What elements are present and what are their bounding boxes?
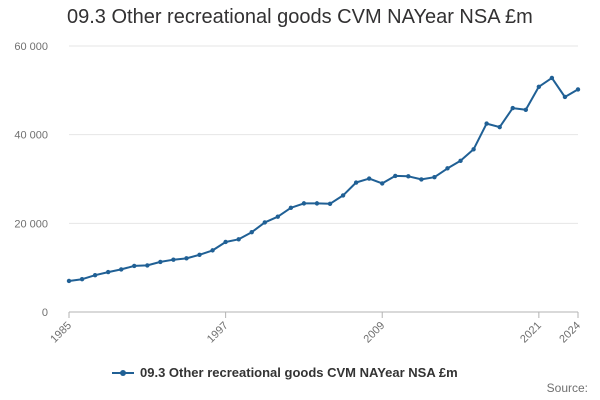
x-tick-label: 1985 bbox=[48, 320, 74, 346]
source-label: Source: bbox=[546, 381, 588, 395]
data-point bbox=[119, 267, 124, 272]
data-point bbox=[536, 84, 542, 89]
x-tick-label: 2024 bbox=[557, 320, 583, 346]
data-point bbox=[327, 201, 333, 207]
data-point bbox=[549, 75, 555, 81]
data-point bbox=[353, 180, 359, 185]
data-point bbox=[105, 269, 111, 275]
data-point bbox=[575, 87, 581, 92]
data-point bbox=[406, 174, 411, 179]
data-point bbox=[79, 276, 85, 282]
legend[interactable]: 09.3 Other recreational goods CVM NAYear… bbox=[112, 365, 458, 380]
data-point bbox=[497, 124, 502, 130]
data-point bbox=[184, 256, 189, 261]
data-point bbox=[432, 175, 437, 180]
y-tick-label: 60 000 bbox=[14, 41, 48, 53]
data-point bbox=[445, 166, 450, 171]
grid-lines bbox=[69, 45, 578, 224]
series-line-path bbox=[68, 76, 579, 282]
x-tick-label: 2009 bbox=[362, 320, 388, 346]
data-point bbox=[458, 158, 463, 164]
data-point bbox=[562, 94, 568, 100]
data-point bbox=[236, 237, 241, 242]
data-point bbox=[171, 257, 176, 262]
data-point bbox=[210, 248, 215, 253]
data-point bbox=[380, 181, 385, 186]
data-point bbox=[340, 193, 346, 198]
series-line bbox=[68, 76, 579, 282]
x-tick-label: 2021 bbox=[518, 320, 544, 346]
data-point bbox=[197, 252, 202, 258]
y-axis-ticks: 0 20 000 40 000 60 000 bbox=[14, 41, 48, 319]
x-axis-ticks: 1985 1997 2009 2021 2024 bbox=[48, 312, 583, 345]
data-point bbox=[419, 177, 424, 182]
x-tick-label: 1997 bbox=[205, 320, 231, 346]
y-tick-label: 40 000 bbox=[14, 130, 48, 142]
data-point bbox=[301, 201, 307, 206]
data-point bbox=[393, 173, 398, 179]
data-point bbox=[523, 107, 528, 113]
data-point bbox=[223, 239, 228, 245]
data-point bbox=[158, 259, 163, 265]
legend-label: 09.3 Other recreational goods CVM NAYear… bbox=[140, 365, 458, 380]
data-points bbox=[66, 75, 581, 284]
data-point bbox=[510, 105, 515, 111]
data-point bbox=[288, 205, 294, 211]
data-point bbox=[92, 273, 98, 278]
legend-swatch-icon bbox=[112, 368, 134, 378]
y-tick-label: 20 000 bbox=[14, 218, 48, 230]
data-point bbox=[132, 263, 137, 269]
y-tick-label: 0 bbox=[42, 307, 48, 319]
data-point bbox=[262, 220, 267, 225]
data-point bbox=[471, 147, 476, 152]
data-point bbox=[484, 121, 489, 126]
data-point bbox=[366, 176, 372, 181]
data-point bbox=[314, 201, 320, 206]
data-point bbox=[145, 263, 150, 268]
data-point bbox=[66, 278, 72, 284]
chart-title: 09.3 Other recreational goods CVM NAYear… bbox=[67, 6, 533, 28]
data-point bbox=[249, 230, 254, 235]
data-point bbox=[275, 214, 281, 219]
